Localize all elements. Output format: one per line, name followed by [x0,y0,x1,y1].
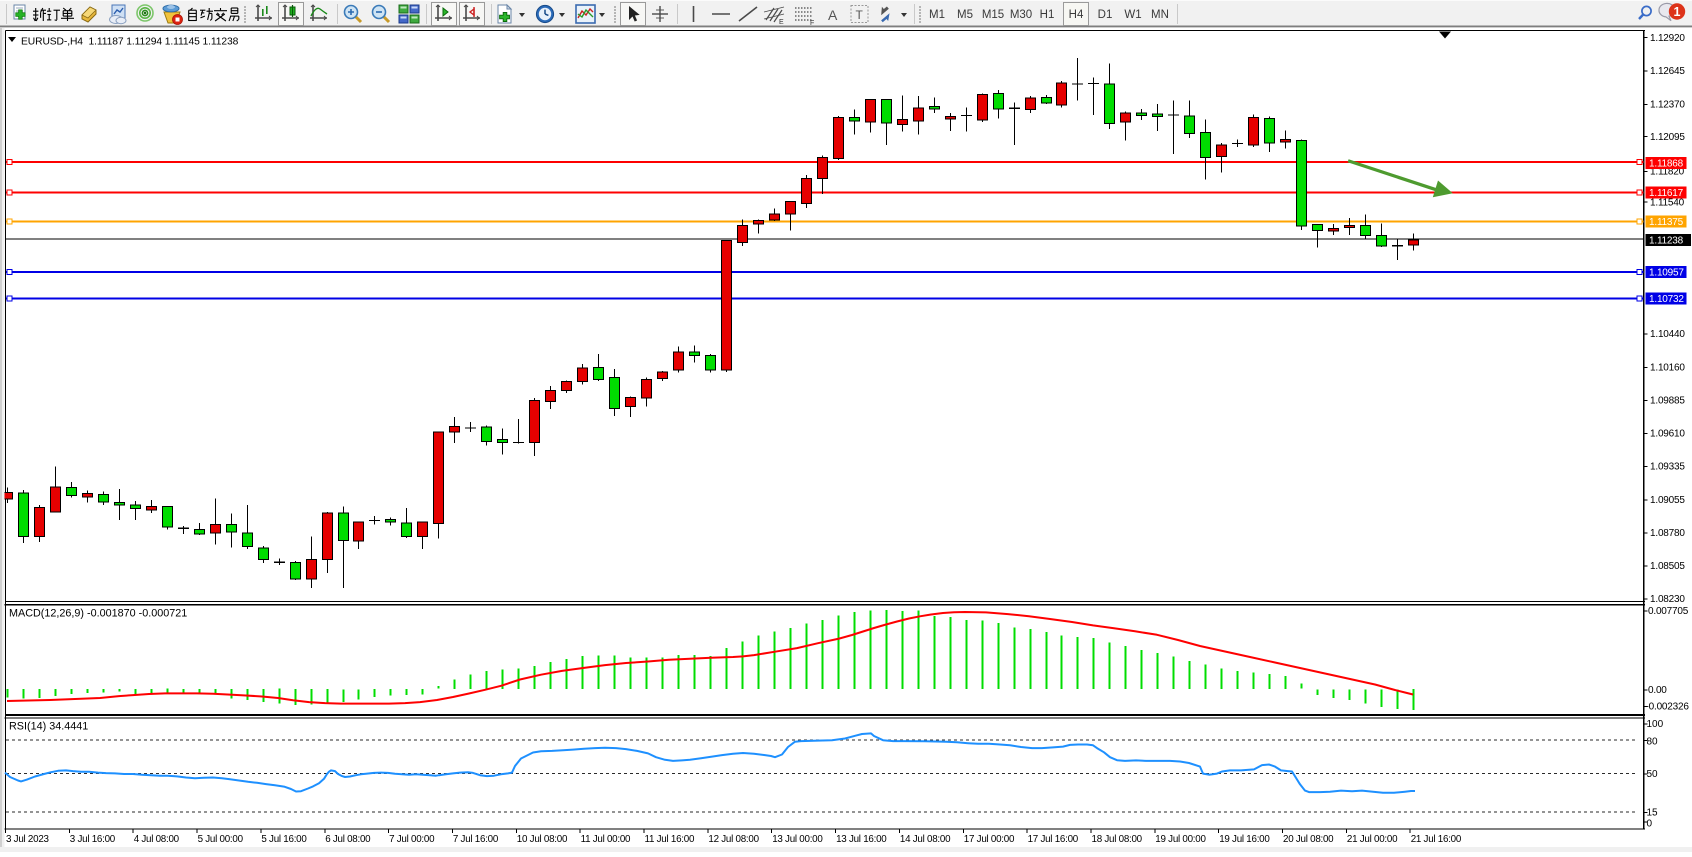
svg-text:1.10160: 1.10160 [1650,363,1685,374]
svg-text:-0.002326: -0.002326 [1646,701,1690,712]
svg-text:M1: M1 [929,9,945,21]
svg-text:80: 80 [1647,737,1659,748]
svg-text:H1: H1 [1040,9,1055,21]
svg-text:1.08230: 1.08230 [1650,594,1685,605]
svg-text:1.12920: 1.12920 [1650,33,1685,44]
svg-text:17 Jul 00:00: 17 Jul 00:00 [964,834,1015,845]
svg-text:14 Jul 08:00: 14 Jul 08:00 [900,834,951,845]
svg-text:7 Jul 00:00: 7 Jul 00:00 [389,834,435,845]
svg-text:5 Jul 00:00: 5 Jul 00:00 [198,834,244,845]
svg-text:W1: W1 [1124,9,1141,21]
svg-text:19 Jul 16:00: 19 Jul 16:00 [1219,834,1270,845]
svg-text:12 Jul 08:00: 12 Jul 08:00 [708,834,759,845]
svg-text:0: 0 [1647,819,1653,830]
svg-text:50: 50 [1647,769,1659,780]
svg-text:6 Jul 08:00: 6 Jul 08:00 [325,834,371,845]
svg-text:18 Jul 08:00: 18 Jul 08:00 [1092,834,1143,845]
svg-text:21 Jul 00:00: 21 Jul 00:00 [1347,834,1398,845]
svg-text:1.12370: 1.12370 [1650,100,1685,111]
svg-text:1.10440: 1.10440 [1650,329,1685,340]
svg-text:4 Jul 08:00: 4 Jul 08:00 [134,834,180,845]
svg-text:1.11868: 1.11868 [1649,158,1684,169]
svg-text:EURUSD-,H4 1.11187 1.11294 1.: EURUSD-,H4 1.11187 1.11294 1.11145 1.112… [21,36,239,47]
svg-text:E: E [779,19,784,26]
svg-text:M30: M30 [1010,9,1032,21]
svg-text:1: 1 [1674,5,1681,19]
svg-text:15: 15 [1647,808,1659,819]
svg-text:M5: M5 [957,9,973,21]
svg-text:11 Jul 16:00: 11 Jul 16:00 [645,834,695,845]
svg-text:1.10732: 1.10732 [1649,294,1684,305]
svg-text:H4: H4 [1069,9,1084,21]
svg-text:A: A [828,7,838,23]
svg-text:1.11540: 1.11540 [1650,197,1685,208]
svg-text:1.09610: 1.09610 [1650,429,1685,440]
svg-text:0.007705: 0.007705 [1648,606,1689,617]
svg-text:1.08780: 1.08780 [1650,528,1685,539]
svg-text:100: 100 [1647,719,1664,730]
svg-text:7 Jul 16:00: 7 Jul 16:00 [453,834,499,845]
svg-text:21 Jul 16:00: 21 Jul 16:00 [1411,834,1462,845]
svg-text:0.00: 0.00 [1648,685,1667,696]
svg-text:1.11617: 1.11617 [1649,188,1684,199]
svg-text:MN: MN [1151,9,1169,21]
svg-text:F: F [810,20,814,27]
svg-text:3 Jul 2023: 3 Jul 2023 [6,834,50,845]
svg-text:13 Jul 16:00: 13 Jul 16:00 [836,834,887,845]
svg-text:MACD(12,26,9) -0.001870 -0.000: MACD(12,26,9) -0.001870 -0.000721 [9,608,187,620]
svg-text:1.09055: 1.09055 [1650,495,1685,506]
svg-text:3 Jul 16:00: 3 Jul 16:00 [70,834,116,845]
svg-text:1.11375: 1.11375 [1649,217,1684,228]
svg-text:1.10957: 1.10957 [1649,268,1684,279]
svg-text:19 Jul 00:00: 19 Jul 00:00 [1155,834,1206,845]
svg-text:1.11238: 1.11238 [1649,236,1684,247]
svg-text:1.09885: 1.09885 [1650,396,1685,407]
svg-text:1.12645: 1.12645 [1650,66,1685,77]
svg-text:10 Jul 08:00: 10 Jul 08:00 [517,834,568,845]
svg-text:D1: D1 [1098,9,1113,21]
svg-text:1.12095: 1.12095 [1650,132,1685,143]
svg-text:1.08505: 1.08505 [1650,561,1685,572]
svg-text:11 Jul 00:00: 11 Jul 00:00 [581,834,631,845]
svg-text:RSI(14) 34.4441: RSI(14) 34.4441 [9,721,88,733]
svg-text:T: T [856,8,864,22]
svg-text:13 Jul 00:00: 13 Jul 00:00 [772,834,823,845]
svg-text:17 Jul 16:00: 17 Jul 16:00 [1028,834,1079,845]
svg-text:20 Jul 08:00: 20 Jul 08:00 [1283,834,1334,845]
svg-text:1.11820: 1.11820 [1650,167,1685,178]
svg-text:1.09335: 1.09335 [1650,462,1685,473]
svg-text:5 Jul 16:00: 5 Jul 16:00 [261,834,307,845]
svg-text:M15: M15 [982,9,1004,21]
